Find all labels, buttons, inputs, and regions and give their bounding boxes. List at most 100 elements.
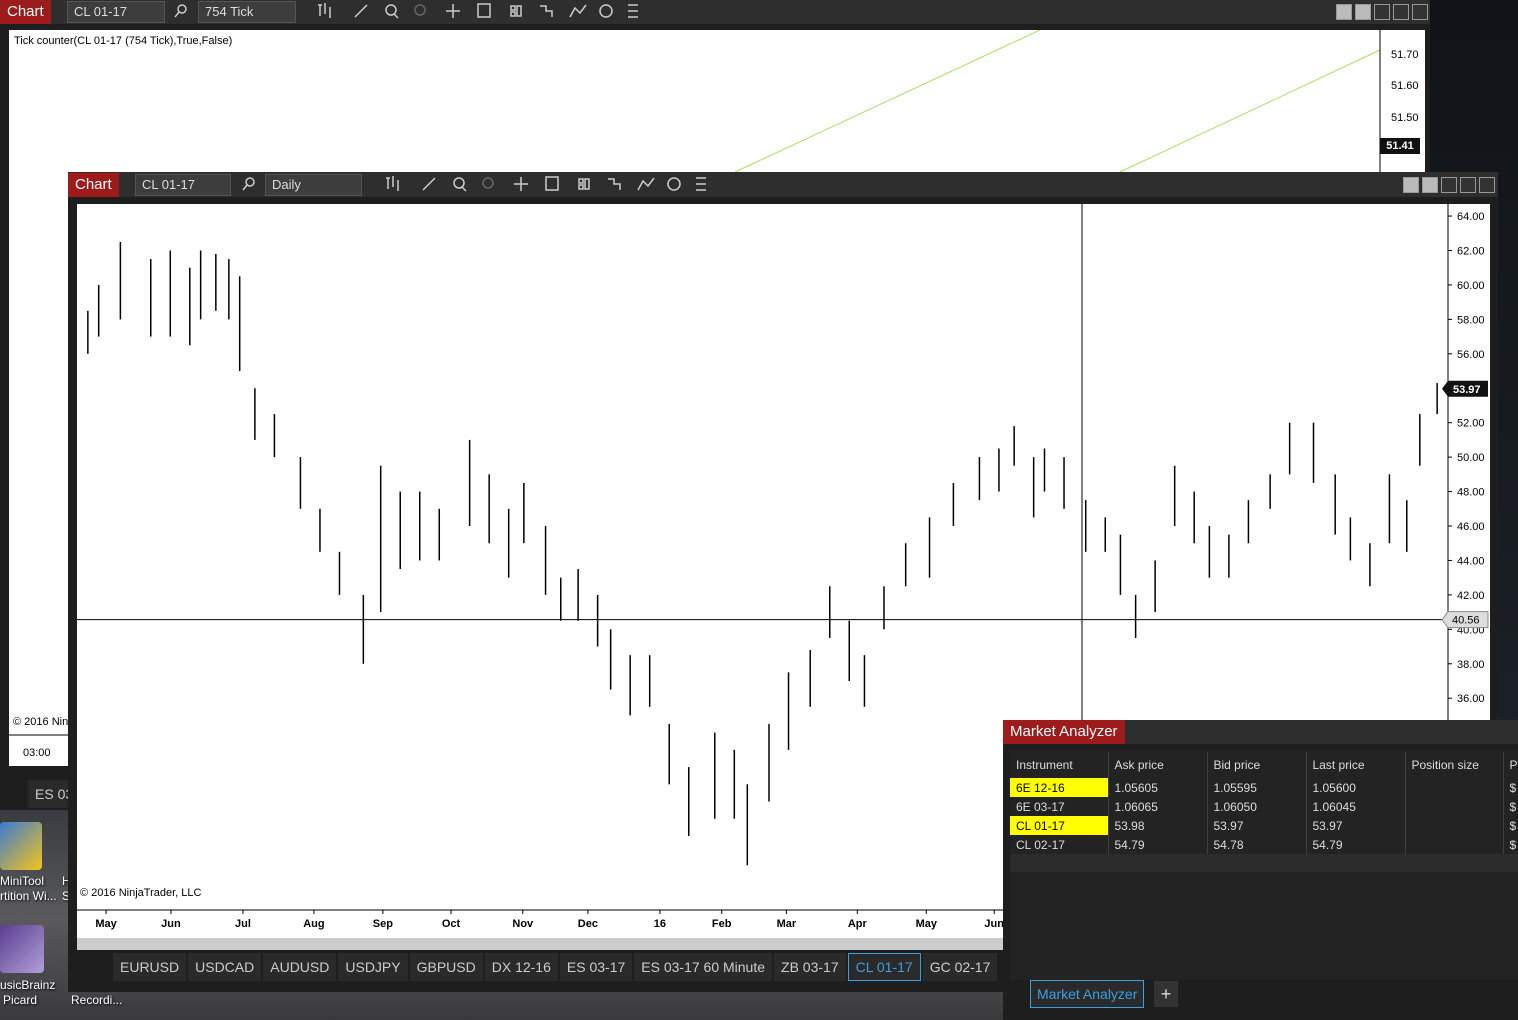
window-tab[interactable]: Market Analyzer — [1003, 720, 1125, 744]
chart-tab[interactable]: GBPUSD — [409, 953, 483, 981]
last-cell: 1.06045 — [1306, 797, 1406, 816]
icon-label: H — [62, 874, 71, 888]
chart-tab[interactable]: GC 02-17 — [922, 953, 998, 981]
chart-tab[interactable]: AUDUSD — [263, 953, 337, 981]
chart-tab[interactable]: ES 03-17 — [559, 953, 633, 981]
chart-tab[interactable]: ZB 03-17 — [774, 953, 846, 981]
time-label: 03:00 — [23, 747, 51, 759]
window-button[interactable] — [1422, 177, 1438, 193]
column-header: Ask price — [1108, 752, 1208, 778]
icon-label: Recordi... — [71, 993, 123, 1007]
market-analyzer-window: Market Analyzer Instrument Ask price Bid p… — [1003, 720, 1518, 1020]
icon-label: S — [62, 889, 71, 903]
icon-label: usicBrainz — [0, 978, 56, 992]
price-label: 51.70 — [1391, 49, 1419, 61]
toolbar-icons — [242, 176, 706, 192]
y-tick-label: 38.00 — [1457, 659, 1485, 671]
p-cell: $ — [1503, 816, 1518, 835]
last-cell: 53.97 — [1306, 816, 1406, 835]
copyright: © 2016 NinjaTrader, LLC — [80, 887, 201, 899]
x-tick-label: Sep — [373, 918, 393, 930]
y-tick-label: 62.00 — [1457, 245, 1485, 257]
table-row: CL 01-17 53.98 53.97 53.97 $ — [1010, 816, 1518, 835]
last-cell: 54.79 — [1306, 835, 1406, 854]
window-button[interactable] — [1355, 4, 1371, 20]
x-tick-label: Feb — [712, 918, 732, 930]
instrument-selector[interactable]: CL 01-17 — [67, 1, 165, 23]
x-tick-label: May — [95, 918, 117, 930]
chart-tab[interactable]: CL 01-17 — [847, 953, 921, 981]
indicator-label: Tick counter(CL 01-17 (754 Tick),True,Fa… — [14, 35, 233, 47]
x-tick-label: Oct — [442, 918, 461, 930]
empty-row — [1010, 854, 1518, 872]
y-tick-label: 44.00 — [1457, 555, 1485, 567]
close-button[interactable] — [1479, 177, 1495, 193]
interval-selector[interactable]: Daily — [265, 174, 362, 196]
y-tick-label: 58.00 — [1457, 314, 1485, 326]
chart-tab[interactable]: ES 03-17 60 Minute — [634, 953, 773, 981]
header-row: Instrument Ask price Bid price Last price Po… — [1010, 752, 1518, 778]
bid-cell: 1.06050 — [1207, 797, 1307, 816]
p-cell: $ — [1503, 835, 1518, 854]
x-tick-label: Aug — [303, 918, 324, 930]
maximize-button[interactable] — [1460, 177, 1476, 193]
column-header: Position size — [1405, 752, 1504, 778]
column-header: Instrument — [1010, 752, 1109, 778]
ask-cell: 1.06065 — [1108, 797, 1208, 816]
icon-label: MiniTool — [0, 874, 45, 888]
ask-cell: 54.79 — [1108, 835, 1208, 854]
minimize-button[interactable] — [1374, 4, 1390, 20]
chart-tab[interactable]: USDCAD — [188, 953, 262, 981]
window-button[interactable] — [1403, 177, 1419, 193]
chart-tabs: EURUSD USDCAD AUDUSD USDJPY GBPUSD DX 12-16 ES… — [113, 953, 999, 981]
position-cell — [1405, 835, 1504, 854]
maximize-button[interactable] — [1393, 4, 1409, 20]
interval-selector[interactable]: 754 Tick — [198, 1, 296, 23]
bid-cell: 1.05595 — [1207, 778, 1307, 797]
crosshair-price-box — [1441, 611, 1489, 629]
instrument-cell: CL 02-17 — [1010, 835, 1109, 854]
table-row: CL 02-17 54.79 54.78 54.79 $ — [1010, 835, 1518, 854]
window-tab[interactable]: Chart — [68, 173, 119, 197]
y-tick-label: 46.00 — [1457, 521, 1485, 533]
last-price: 53.97 — [1453, 384, 1481, 396]
last-price-marker: 51.41 — [1380, 138, 1420, 154]
ask-cell: 53.98 — [1108, 816, 1208, 835]
table-row: 6E 12-16 1.05605 1.05595 1.05600 $ — [1010, 778, 1518, 797]
chart-tab[interactable]: USDJPY — [338, 953, 408, 981]
p-cell: $ — [1503, 778, 1518, 797]
chart-tab[interactable]: EURUSD — [113, 953, 187, 981]
instrument-cell: 6E 03-17 — [1010, 797, 1109, 816]
minitool-icon[interactable] — [0, 822, 42, 870]
window-tab[interactable]: Chart — [0, 0, 51, 24]
icon-label: Picard — [3, 993, 38, 1007]
close-button[interactable] — [1412, 4, 1428, 20]
column-header: P — [1503, 752, 1518, 778]
y-tick-label: 60.00 — [1457, 280, 1485, 292]
instrument-selector[interactable]: CL 01-17 — [135, 174, 231, 196]
x-tick-label: Jul — [235, 918, 251, 930]
grid-panel: Instrument Ask price Bid price Last price Po… — [1010, 750, 1518, 980]
y-tick-label: 48.00 — [1457, 487, 1485, 499]
x-tick-label: May — [916, 918, 938, 930]
copyright: © 2016 Ninj — [13, 716, 71, 728]
analyzer-tab[interactable]: Market Analyzer — [1030, 980, 1145, 1008]
crosshair-price: 40.56 — [1452, 615, 1480, 627]
bid-cell: 53.97 — [1207, 816, 1307, 835]
window-button[interactable] — [1336, 4, 1352, 20]
y-tick-label: 42.00 — [1457, 590, 1485, 602]
y-tick-label: 56.00 — [1457, 349, 1485, 361]
chart-tab[interactable]: DX 12-16 — [484, 953, 558, 981]
x-tick-label: Mar — [777, 918, 797, 930]
icon-label: rtition Wi... — [0, 889, 57, 903]
x-tick-label: Jun — [161, 918, 181, 930]
musicbrainz-icon[interactable] — [0, 925, 44, 973]
minimize-button[interactable] — [1441, 177, 1457, 193]
bid-cell: 54.78 — [1207, 835, 1307, 854]
price-label: 51.60 — [1391, 80, 1419, 92]
position-cell — [1405, 778, 1504, 797]
last-cell: 1.05600 — [1306, 778, 1406, 797]
x-tick-label: Jun — [984, 918, 1004, 930]
y-tick-label: 36.00 — [1457, 693, 1485, 705]
add-tab-button[interactable]: + — [1154, 981, 1178, 1007]
